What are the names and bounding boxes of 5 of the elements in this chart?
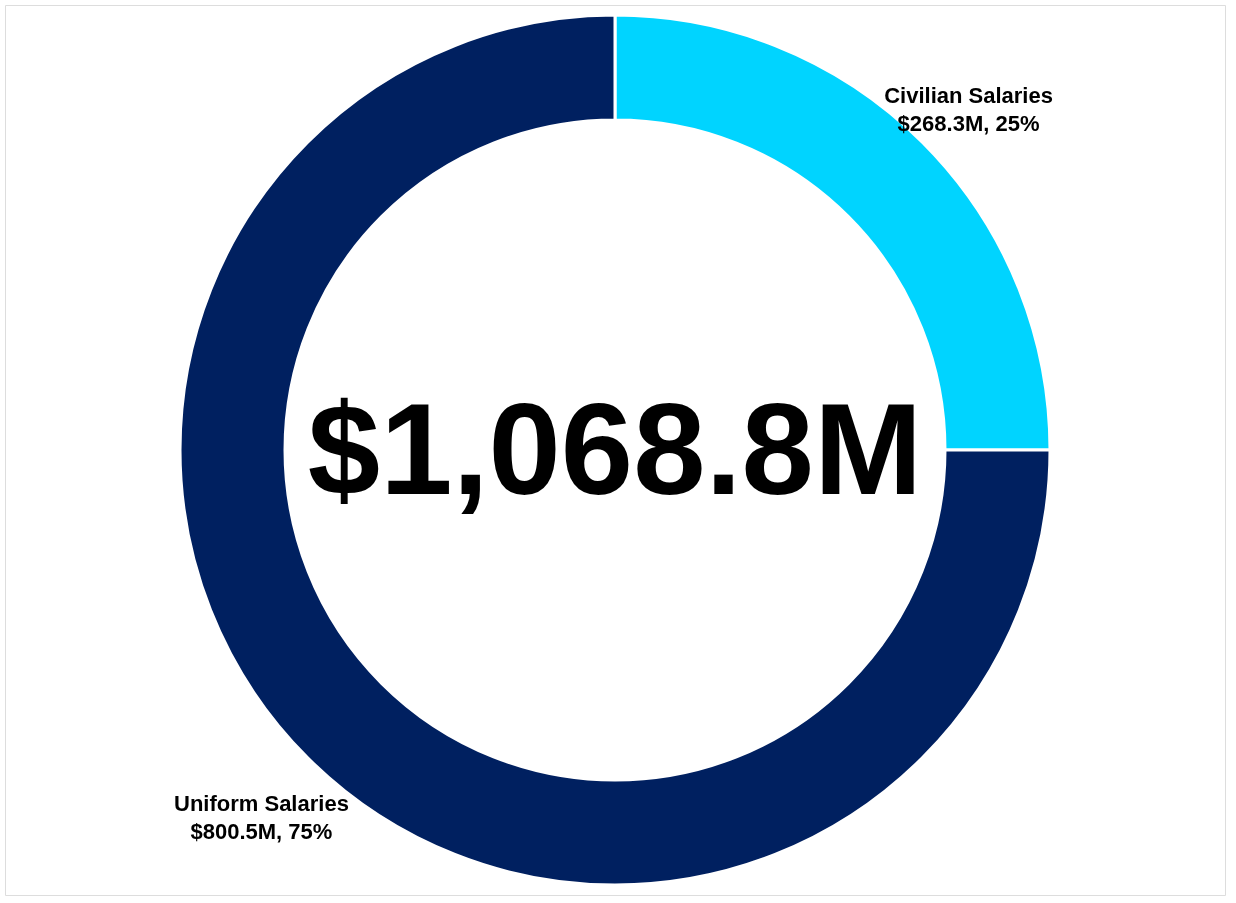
slice-label: Uniform Salaries [174,790,349,816]
text: $1,068.8M [307,376,923,522]
data-label: $800.5M, 75% [190,818,333,844]
data-label: $268.3M, 25% [897,111,1040,137]
slice-label: Civilian Salaries [884,83,1053,109]
